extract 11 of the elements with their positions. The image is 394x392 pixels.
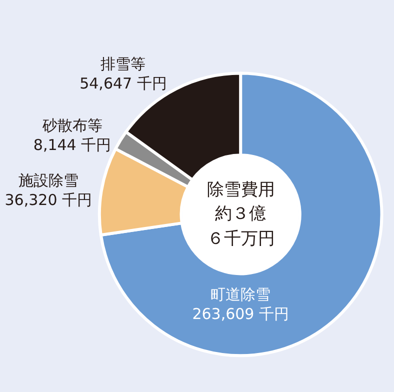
slice-label: 施設除雪: [18, 171, 78, 190]
data-label: 263,609 千円: [192, 305, 289, 324]
slice-label: 排雪等: [100, 55, 146, 74]
data-label: 8,144 千円: [33, 136, 112, 154]
data-label: 36,320 千円: [4, 190, 92, 209]
text: ６千万円: [207, 229, 275, 249]
data-label: 54,647 千円: [80, 74, 167, 93]
slice-label: 町道除雪: [210, 286, 271, 304]
text: 除雪費用: [207, 180, 275, 200]
slice-label: 砂散布等: [41, 116, 102, 134]
text: 約３億: [215, 204, 266, 224]
